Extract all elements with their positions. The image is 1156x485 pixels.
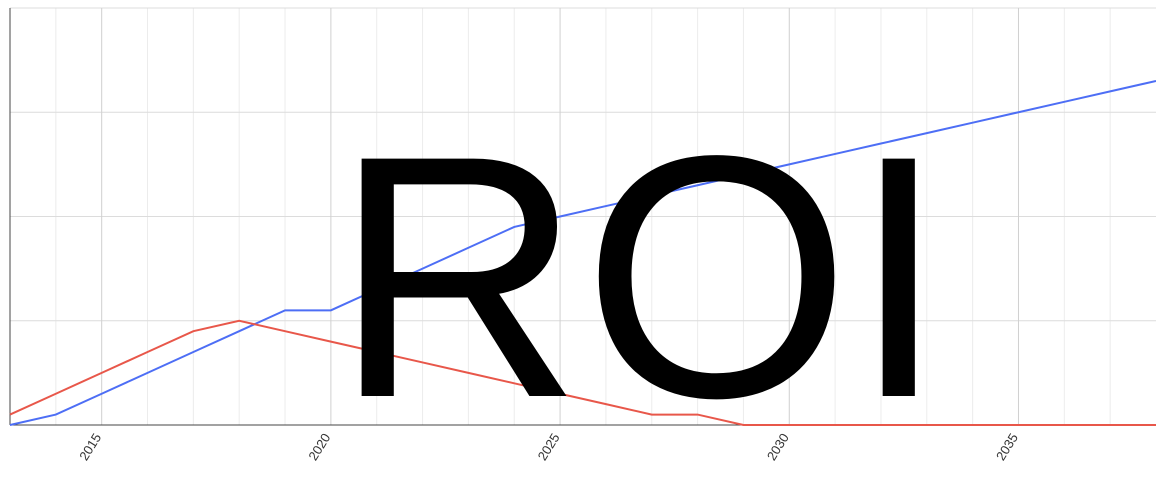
x-tick-label: 2015 [76,431,104,463]
x-tick-label: 2035 [993,431,1021,463]
overlay-text: ROI [333,85,946,470]
line-series [9,79,1156,426]
x-tick-label: 2020 [305,431,333,463]
line-series [9,319,1156,426]
